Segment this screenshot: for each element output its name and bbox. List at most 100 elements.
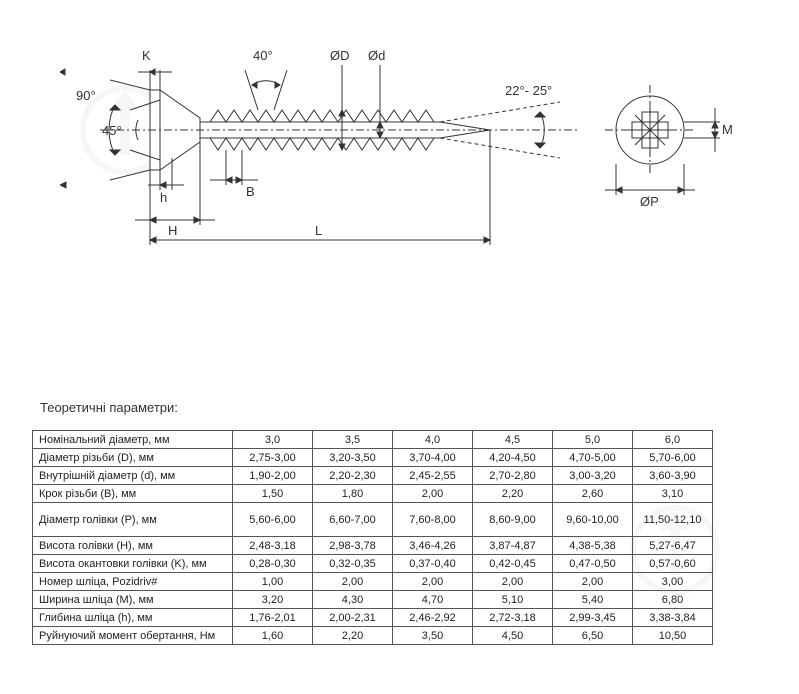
table-row: Глибина шліца (h), мм1,76-2,012,00-2,312… <box>33 609 713 627</box>
cell: 2,00-2,31 <box>313 609 393 627</box>
parameters-table: Номінальний діаметр, мм3,03,54,04,55,06,… <box>32 430 713 645</box>
screw-svg: K 90° 45° <box>60 30 740 250</box>
label-H: H <box>168 223 177 238</box>
table-row: Номінальний діаметр, мм3,03,54,04,55,06,… <box>33 431 713 449</box>
cell: 3,38-3,84 <box>633 609 713 627</box>
cell: 2,98-3,78 <box>313 537 393 555</box>
cell: 9,60-10,00 <box>553 503 633 537</box>
cell: 1,50 <box>233 485 313 503</box>
cell: 5,27-6,47 <box>633 537 713 555</box>
cell: 2,20 <box>313 627 393 645</box>
cell: 2,45-2,55 <box>393 467 473 485</box>
cell: 5,40 <box>553 591 633 609</box>
cell: 4,0 <box>393 431 473 449</box>
label-K: K <box>142 48 151 63</box>
cell: 3,5 <box>313 431 393 449</box>
cell: 6,60-7,00 <box>313 503 393 537</box>
cell: 1,90-2,00 <box>233 467 313 485</box>
cell: 0,57-0,60 <box>633 555 713 573</box>
label-40deg: 40° <box>253 48 273 63</box>
cell: 4,50 <box>473 627 553 645</box>
cell: 6,50 <box>553 627 633 645</box>
cell: 3,20-3,50 <box>313 449 393 467</box>
table-row: Діаметр голівки (P), мм5,60-6,006,60-7,0… <box>33 503 713 537</box>
cell: 3,87-4,87 <box>473 537 553 555</box>
cell: 2,72-3,18 <box>473 609 553 627</box>
cell: 1,76-2,01 <box>233 609 313 627</box>
label-B: B <box>246 184 255 199</box>
cell: 11,50-12,10 <box>633 503 713 537</box>
cell: 2,99-3,45 <box>553 609 633 627</box>
cell: 0,42-0,45 <box>473 555 553 573</box>
cell: 2,46-2,92 <box>393 609 473 627</box>
cell: 2,00 <box>393 573 473 591</box>
cell: 3,00-3,20 <box>553 467 633 485</box>
cell: 2,20 <box>473 485 553 503</box>
cell: 6,0 <box>633 431 713 449</box>
cell: 2,00 <box>473 573 553 591</box>
cell: 2,60 <box>553 485 633 503</box>
cell: 3,0 <box>233 431 313 449</box>
cell: 5,0 <box>553 431 633 449</box>
cell: 3,50 <box>393 627 473 645</box>
cell: 2,75-3,00 <box>233 449 313 467</box>
row-label: Висота голівки (H), мм <box>33 537 233 555</box>
row-label: Внутрішній діаметр (d), мм <box>33 467 233 485</box>
cell: 5,60-6,00 <box>233 503 313 537</box>
cell: 3,70-4,00 <box>393 449 473 467</box>
cell: 1,60 <box>233 627 313 645</box>
cell: 2,00 <box>393 485 473 503</box>
cell: 4,70 <box>393 591 473 609</box>
table-row: Внутрішній діаметр (d), мм1,90-2,002,20-… <box>33 467 713 485</box>
cell: 4,5 <box>473 431 553 449</box>
label-M: M <box>722 122 733 137</box>
label-h: h <box>160 190 167 205</box>
cell: 0,37-0,40 <box>393 555 473 573</box>
label-OP: ØP <box>640 194 659 209</box>
cell: 0,47-0,50 <box>553 555 633 573</box>
row-label: Руйнуючий момент обертання, Нм <box>33 627 233 645</box>
row-label: Діаметр голівки (P), мм <box>33 503 233 537</box>
cell: 8,60-9,00 <box>473 503 553 537</box>
cell: 4,20-4,50 <box>473 449 553 467</box>
row-label: Ширина шліца (M), мм <box>33 591 233 609</box>
label-tip-angle: 22°- 25° <box>505 83 552 98</box>
label-Od: Ød <box>368 48 385 63</box>
table-row: Руйнуючий момент обертання, Нм1,602,203,… <box>33 627 713 645</box>
cell: 7,60-8,00 <box>393 503 473 537</box>
table-heading: Теоретичні параметри: <box>40 400 178 415</box>
label-90deg: 90° <box>76 88 96 103</box>
cell: 5,10 <box>473 591 553 609</box>
row-label: Крок різьби (B), мм <box>33 485 233 503</box>
cell: 3,46-4,26 <box>393 537 473 555</box>
cell: 3,00 <box>633 573 713 591</box>
row-label: Номінальний діаметр, мм <box>33 431 233 449</box>
cell: 0,28-0,30 <box>233 555 313 573</box>
cell: 2,70-2,80 <box>473 467 553 485</box>
cell: 2,00 <box>313 573 393 591</box>
table-row: Висота голівки (H), мм2,48-3,182,98-3,78… <box>33 537 713 555</box>
row-label: Номер шліца, Pozidriv# <box>33 573 233 591</box>
row-label: Діаметр різьби (D), мм <box>33 449 233 467</box>
table-row: Висота окантовки голівки (K), мм0,28-0,3… <box>33 555 713 573</box>
cell: 3,20 <box>233 591 313 609</box>
cell: 3,10 <box>633 485 713 503</box>
row-label: Висота окантовки голівки (K), мм <box>33 555 233 573</box>
cell: 10,50 <box>633 627 713 645</box>
label-OD: ØD <box>330 48 350 63</box>
cell: 2,48-3,18 <box>233 537 313 555</box>
cell: 5,70-6,00 <box>633 449 713 467</box>
cell: 0,32-0,35 <box>313 555 393 573</box>
table-row: Крок різьби (B), мм1,501,802,002,202,603… <box>33 485 713 503</box>
cell: 4,30 <box>313 591 393 609</box>
cell: 6,80 <box>633 591 713 609</box>
cell: 1,80 <box>313 485 393 503</box>
cell: 2,00 <box>553 573 633 591</box>
label-L: L <box>315 223 322 238</box>
cell: 1,00 <box>233 573 313 591</box>
screw-diagram: K 90° 45° <box>0 0 799 300</box>
cell: 3,60-3,90 <box>633 467 713 485</box>
cell: 2,20-2,30 <box>313 467 393 485</box>
cell: 4,70-5,00 <box>553 449 633 467</box>
cell: 4,38-5,38 <box>553 537 633 555</box>
